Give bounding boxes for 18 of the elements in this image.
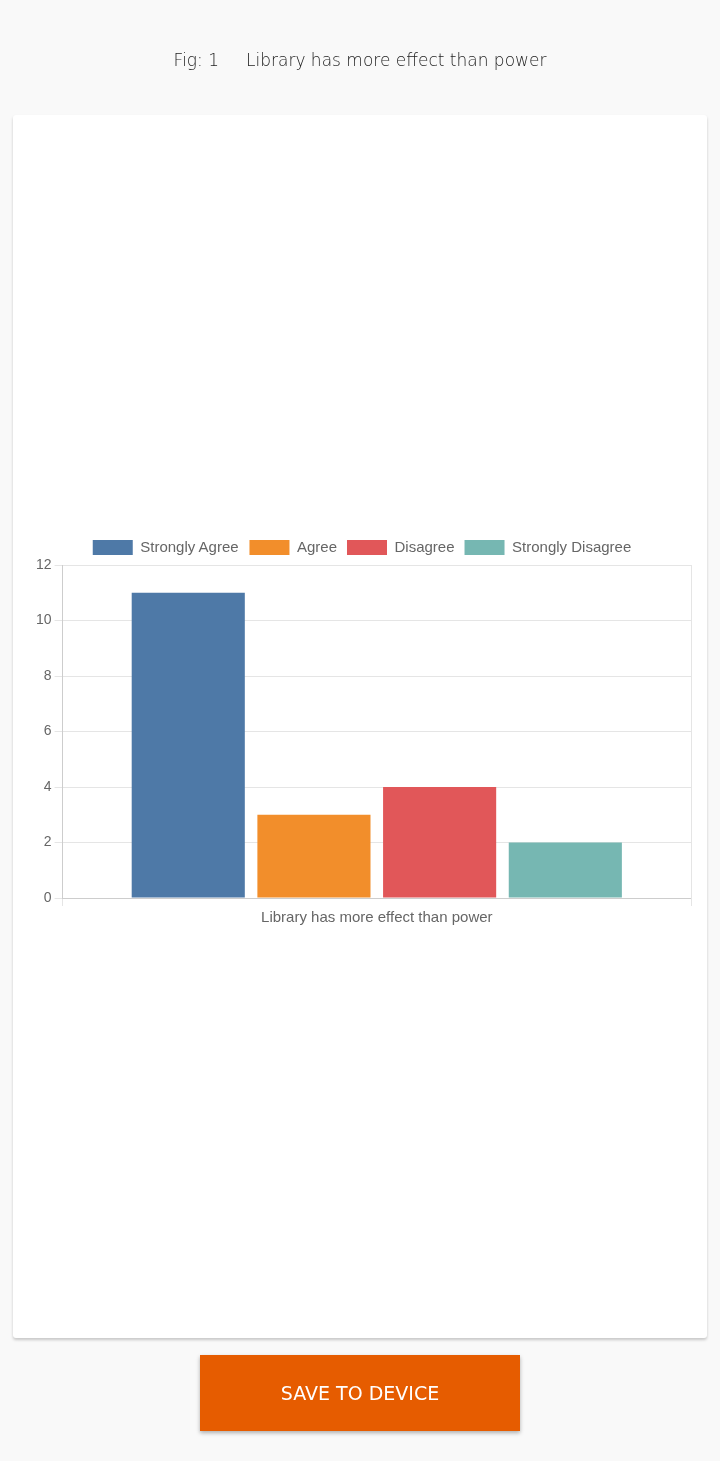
- legend-label: Strongly Disagree: [512, 537, 632, 555]
- y-tick-label: 0: [43, 888, 52, 905]
- y-tick-label: 12: [35, 555, 52, 572]
- bar: [508, 842, 622, 898]
- text: SAVE TO DEVICE: [200, 1355, 520, 1431]
- bar: [131, 592, 245, 898]
- bar: [383, 787, 497, 898]
- legend-label: Disagree: [394, 537, 455, 555]
- y-tick-label: 4: [43, 777, 52, 794]
- y-tick-label: 10: [35, 611, 52, 628]
- chart-title: Fig: 1 Library has more effect than power: [172, 50, 548, 70]
- x-tick-label: Library has more effect than power: [261, 908, 493, 926]
- bar: [257, 814, 371, 898]
- y-tick-label: 6: [43, 722, 52, 739]
- y-tick-label: 8: [43, 666, 52, 683]
- y-tick-label: 2: [43, 833, 52, 850]
- legend-label: Strongly Agree: [140, 537, 239, 555]
- legend-label: Agree: [296, 537, 337, 555]
